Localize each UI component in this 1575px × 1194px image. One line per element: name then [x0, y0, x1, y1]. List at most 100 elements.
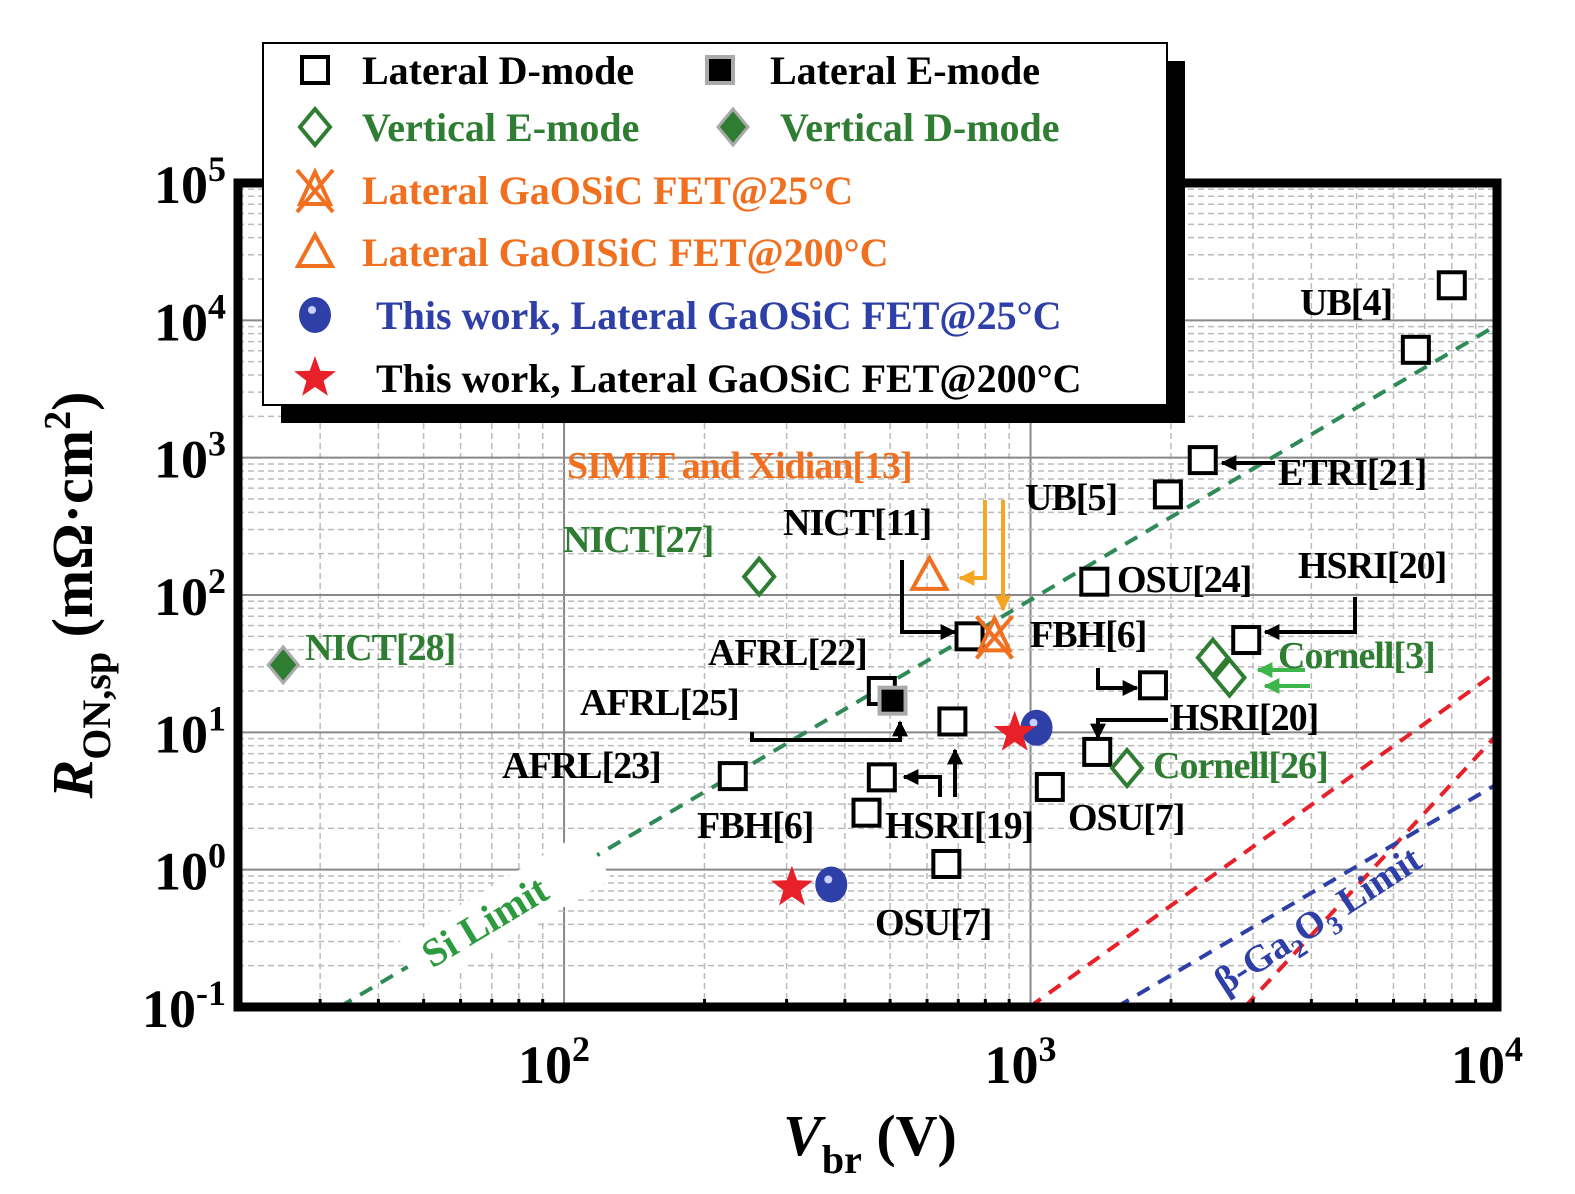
annotation-label: FBH[6]	[1030, 614, 1146, 656]
y-tick-exp: 0	[208, 836, 226, 876]
annotation-label: SIMIT and Xidian[13]	[567, 445, 912, 487]
y-tick-label: 103	[154, 424, 226, 490]
y-tick-exp: 5	[208, 149, 226, 189]
annotation-arrow	[750, 720, 908, 742]
annotation-label: NICT[11]	[783, 502, 931, 544]
ga2o3-limit-label: β-Ga2O3 Limit	[1207, 838, 1433, 1008]
legend-marker-circle	[299, 297, 331, 333]
x-tick-label: 104	[1451, 1029, 1523, 1095]
legend-marker-x-triangle	[295, 167, 335, 214]
y-tick-label: 105	[154, 149, 226, 215]
data-point-circle	[815, 866, 848, 903]
data-point-square-open	[1231, 625, 1262, 656]
y-tick-exp: 1	[208, 698, 226, 738]
legend-label: This work, Lateral GaOSiC FET@200°C	[376, 356, 1081, 401]
data-point-circle-body	[815, 866, 848, 903]
legend-label: Vertical E-mode	[362, 105, 639, 150]
y-axis-title-part: (mΩ·cm	[40, 430, 105, 652]
annotation-arrow	[958, 500, 987, 586]
y-tick-label: 101	[154, 698, 226, 764]
y-tick-label: 10-1	[142, 973, 226, 1039]
si-limit-label-background	[394, 831, 612, 992]
annotation-label: ETRI[21]	[1278, 452, 1426, 494]
y-tick-base: 10	[154, 155, 208, 215]
x-axis-title-part: V	[783, 1103, 826, 1168]
x-axis-title: Vbr (V)	[783, 1103, 957, 1182]
data-point-star	[771, 865, 813, 906]
data-point-square-open	[1082, 736, 1113, 767]
data-point-square-open	[931, 848, 962, 879]
y-tick-label: 102	[154, 561, 226, 627]
data-point-square-open	[954, 621, 985, 652]
data-point-square-open	[1152, 479, 1183, 510]
annotation-label: Cornell[26]	[1153, 745, 1328, 787]
y-axis-title-part: 2	[37, 411, 79, 430]
data-point-square-filled	[877, 685, 908, 716]
y-tick-exp: 4	[208, 286, 226, 326]
annotation-label: UB[4]	[1300, 282, 1392, 324]
annotation-arrow	[1096, 668, 1139, 696]
data-point-triangle-open	[909, 553, 950, 591]
data-point-square-open	[1436, 270, 1467, 301]
annotation-label: FBH[6]	[697, 805, 813, 847]
y-tick-label: 104	[154, 286, 226, 352]
data-point-star	[993, 710, 1036, 751]
data-point-square-open	[866, 762, 897, 793]
ga2o3-limit-label-group: β-Ga2O3 Limit	[1207, 838, 1433, 1008]
data-point-diamond-filled	[266, 644, 301, 686]
data-point-circle	[1020, 709, 1053, 746]
annotation-label: UB[5]	[1025, 477, 1117, 519]
x-tick-exp: 3	[1039, 1029, 1057, 1069]
y-axis-title: RON,sp (mΩ·cm2)	[37, 392, 119, 800]
annotation-label: AFRL[23]	[502, 745, 661, 787]
annotations: UB[4] ETRI[21] UB[5] SIMIT and Xidian[13] NI…	[305, 282, 1447, 944]
legend-marker-diamond-filled	[716, 106, 750, 148]
legend-marker-circle-body	[299, 297, 331, 333]
x-tick-base: 10	[518, 1035, 572, 1095]
annotation-label: AFRL[22]	[708, 632, 867, 674]
y-tick-label: 100	[154, 836, 226, 902]
x-tick-exp: 2	[572, 1029, 590, 1069]
annotation-arrow	[900, 560, 957, 640]
y-tick-exp: 2	[208, 561, 226, 601]
axis-titles: Vbr (V) RON,sp (mΩ·cm2)	[37, 392, 957, 1182]
annotation-label: OSU[24]	[1117, 559, 1251, 601]
data-point-circle-highlight	[1029, 718, 1038, 727]
limit-line-gan-limit-2	[1243, 733, 1499, 1009]
y-axis-title-part: R	[40, 760, 105, 800]
legend-label: Lateral GaOSiC FET@25°C	[362, 168, 853, 213]
legend-marker-star	[294, 356, 336, 396]
ga2o3-limit-label-part: Limit	[1322, 838, 1429, 928]
annotation-arrow	[902, 769, 942, 797]
legend-marker-square-open	[300, 55, 330, 85]
annotation-label: HSRI[20]	[1298, 545, 1446, 587]
annotation-arrow	[1263, 597, 1357, 640]
data-point-square-open	[1400, 334, 1431, 365]
legend: Lateral D-mode Lateral E-mode Vertical E-m…	[262, 42, 1185, 423]
annotation-label: OSU[7]	[1068, 797, 1184, 839]
limit-line-beta-ga2o3-limit	[1115, 782, 1499, 1009]
y-tick-base: 10	[154, 567, 208, 627]
annotation-label: NICT[28]	[305, 627, 455, 669]
y-tick-base: 10	[154, 704, 208, 764]
legend-label: Vertical D-mode	[780, 105, 1060, 150]
x-tick-exp: 4	[1505, 1029, 1523, 1069]
y-axis-title-part: )	[40, 392, 105, 411]
data-point-square-open	[1079, 566, 1110, 597]
data-point-square-open	[717, 761, 748, 792]
data-point-circle-highlight	[824, 875, 833, 884]
legend-label: Lateral GaOISiC FET@200°C	[362, 230, 889, 275]
data-point-diamond-open	[1195, 636, 1231, 679]
legend-label: This work, Lateral GaOSiC FET@25°C	[376, 293, 1061, 338]
annotation-label: HSRI[20]	[1170, 697, 1318, 739]
data-point-square-open	[851, 797, 882, 828]
x-tick-base: 10	[985, 1035, 1039, 1095]
data-point-square-open	[1187, 445, 1218, 476]
y-tick-base: 10	[154, 292, 208, 352]
data-points	[266, 270, 1467, 906]
annotation-label: OSU[7]	[875, 902, 991, 944]
data-point-circle-body	[1020, 709, 1053, 746]
x-axis-title-part: br	[822, 1137, 862, 1182]
legend-marker-circle-highlight	[308, 306, 316, 314]
x-tick-label: 103	[985, 1029, 1057, 1095]
